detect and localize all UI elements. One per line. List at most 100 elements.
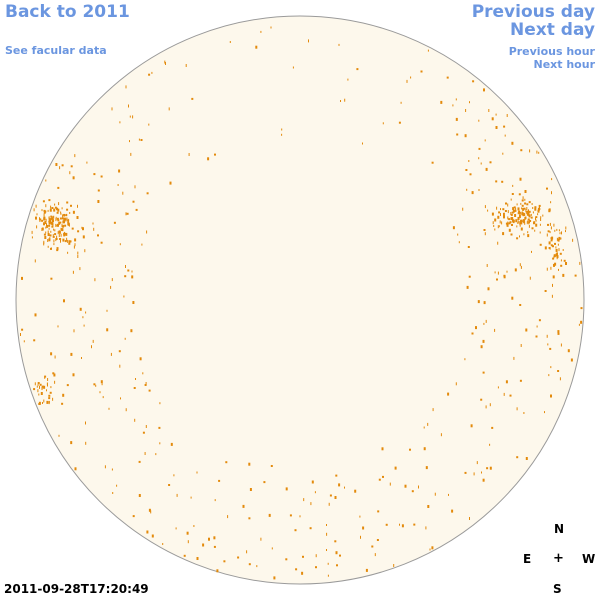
activity-mark [523,412,525,414]
activity-mark [509,221,512,224]
activity-mark [551,178,553,181]
activity-mark [554,242,556,245]
activity-mark [555,246,557,249]
next-day-link[interactable]: Next day [510,20,595,40]
activity-mark [495,113,497,116]
activity-mark [60,233,62,237]
activity-mark [504,134,506,137]
next-hour-link[interactable]: Next hour [533,58,596,71]
activity-mark [132,200,135,203]
activity-mark [446,76,449,79]
activity-mark [134,185,136,189]
activity-mark [512,221,515,224]
activity-mark [487,209,489,212]
activity-mark [522,196,524,200]
activity-mark [565,262,567,265]
activity-mark [45,204,47,208]
activity-mark [468,275,471,278]
activity-mark [49,208,52,212]
activity-mark [37,382,40,384]
activity-mark [503,212,504,216]
activity-mark [155,453,157,456]
activity-mark [489,466,492,470]
activity-mark [537,209,540,213]
activity-mark [579,261,581,265]
activity-mark [47,209,49,212]
activity-mark [520,227,523,231]
activity-mark [520,265,522,269]
activity-mark [46,389,47,392]
activity-mark [61,228,64,232]
activity-mark [53,243,55,246]
activity-mark [553,263,555,267]
activity-mark [532,207,534,209]
activity-mark [565,226,567,230]
activity-mark [70,441,73,445]
activity-mark [326,524,327,526]
activity-mark [531,250,532,253]
activity-mark [270,26,272,29]
activity-mark [54,229,56,232]
back-to-year-link[interactable]: Back to 2011 [5,2,130,22]
activity-mark [531,203,533,205]
activity-mark [328,502,330,506]
activity-mark [546,267,548,271]
activity-mark [495,126,498,129]
activity-mark [554,262,557,266]
activity-mark [51,222,54,226]
activity-mark [44,221,47,224]
activity-mark [514,268,517,272]
activity-mark [401,524,404,528]
activity-mark [362,526,365,530]
activity-mark [67,219,69,223]
activity-mark [527,210,529,213]
previous-hour-link[interactable]: Previous hour [508,45,595,58]
activity-mark [536,150,538,154]
activity-mark [510,233,513,236]
activity-mark [526,221,528,225]
compass-west-label: W [582,552,596,566]
activity-mark [544,411,545,414]
activity-mark [462,207,464,211]
activity-mark [70,204,72,207]
activity-mark [491,117,494,121]
activity-mark [314,491,316,494]
activity-mark [580,307,583,310]
activity-mark [50,386,52,389]
activity-mark [208,537,210,541]
activity-mark [51,225,54,228]
activity-mark [218,479,221,482]
activity-mark [52,235,55,238]
activity-mark [506,223,508,227]
activity-mark [127,269,130,272]
activity-mark [191,97,194,100]
activity-mark [47,230,49,234]
activity-mark [558,268,559,271]
activity-mark [547,230,550,233]
activity-mark [69,171,71,175]
activity-mark [554,229,556,232]
activity-mark [85,441,87,445]
activity-mark [57,223,59,227]
activity-mark [525,328,528,332]
activity-mark [498,211,501,214]
activity-mark [470,424,473,428]
activity-mark [142,372,144,375]
activity-mark [455,117,458,121]
activity-mark [502,232,505,236]
previous-day-link[interactable]: Previous day [471,2,595,22]
activity-mark [497,241,499,245]
activity-mark [101,383,103,386]
activity-mark [100,241,103,244]
activity-mark [480,162,482,165]
activity-mark [100,380,103,384]
activity-mark [523,233,525,236]
activity-mark [476,461,478,465]
activity-mark [63,232,65,235]
activity-mark [423,447,426,451]
activity-mark [67,222,70,226]
activity-mark [65,218,67,222]
activity-mark [549,247,551,250]
activity-mark [148,73,151,76]
see-facular-data-link[interactable]: See facular data [5,44,107,57]
